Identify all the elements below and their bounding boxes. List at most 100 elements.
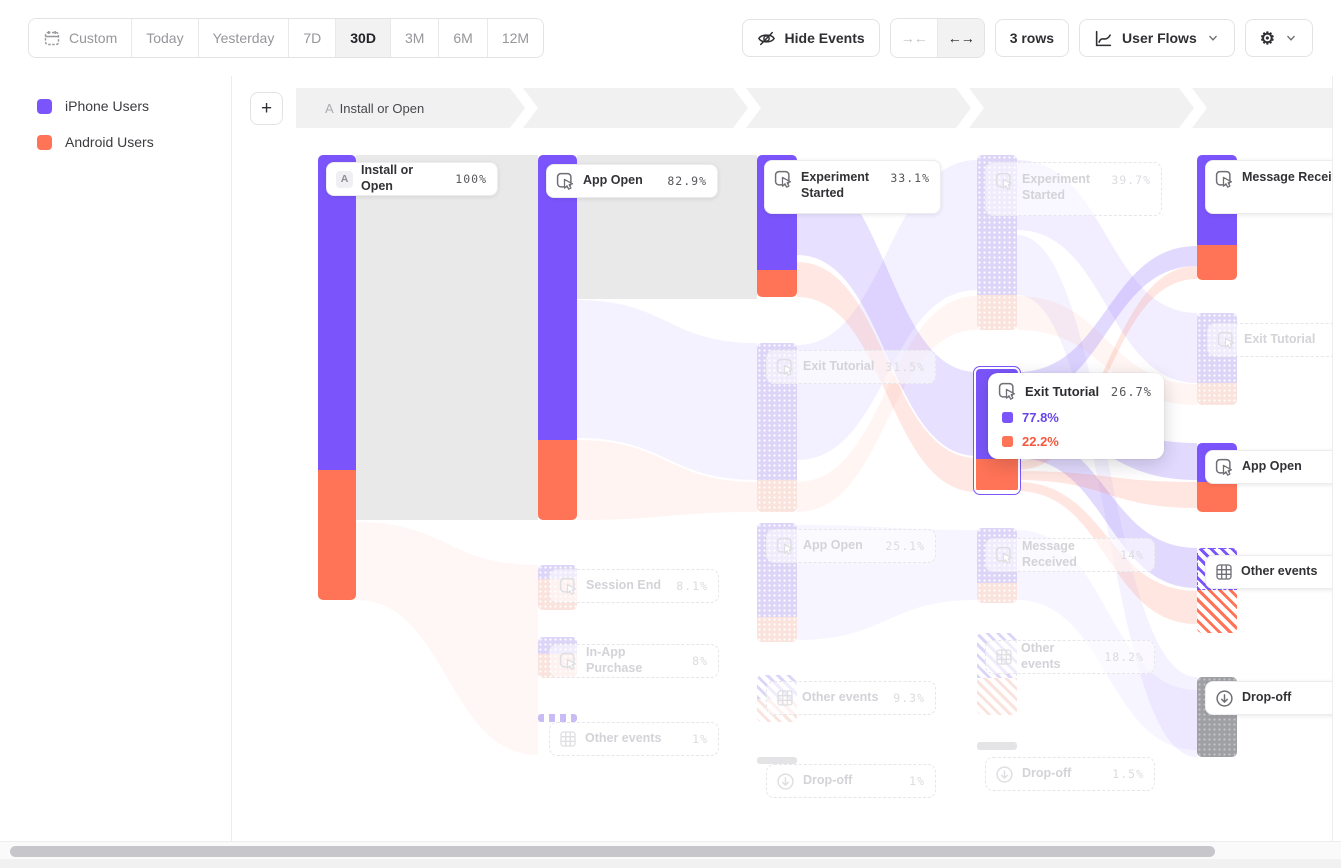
flow-node-label: Drop-off xyxy=(1022,766,1072,781)
date-range-label: 7D xyxy=(303,30,322,46)
event-icon xyxy=(995,546,1014,565)
flow-node-label: Experiment Started xyxy=(1022,172,1091,202)
flow-node-card-s3-experiment[interactable]: Experiment Started 33.1% xyxy=(764,160,941,214)
flow-node-pct: 31.5% xyxy=(885,360,925,374)
scrollbar-thumb[interactable] xyxy=(10,846,1215,857)
flow-node-label: Session End xyxy=(586,578,662,593)
date-range-12m[interactable]: 12M xyxy=(486,19,544,57)
legend-label: iPhone Users xyxy=(65,98,150,114)
flow-node-card-s4-experiment[interactable]: Experiment Started 39.7% xyxy=(985,162,1162,216)
flow-node-card-s4-message[interactable]: Message Received 14% xyxy=(985,538,1155,572)
flow-node-label: Drop-off xyxy=(1242,690,1292,705)
flow-node-bar-s2-appopen[interactable] xyxy=(538,155,577,520)
flow-node-pct: 25.1% xyxy=(885,539,925,553)
flow-node-pct: 9.3% xyxy=(893,691,925,705)
flow-node-pct: 1% xyxy=(909,774,925,788)
breakdown-swatch xyxy=(1002,436,1013,447)
other-events-grid-icon xyxy=(1215,563,1233,581)
flow-node-pct: 14% xyxy=(1120,548,1144,562)
event-icon xyxy=(774,170,793,189)
collapse-columns-button[interactable]: →← xyxy=(890,19,937,57)
expand-columns-button[interactable]: ←→ xyxy=(936,19,984,57)
tooltip-node-pct: 26.7% xyxy=(1110,384,1152,399)
flow-node-label: App Open xyxy=(1242,459,1302,474)
legend-label: Android Users xyxy=(65,134,154,150)
flow-node-label: Other events xyxy=(585,731,662,746)
settings-button[interactable]: ⚙ xyxy=(1244,19,1313,57)
tooltip-node-label: Exit Tutorial xyxy=(1025,384,1100,399)
flow-node-card-s3-exittutorial[interactable]: Exit Tutorial 31.5% xyxy=(766,350,936,384)
flow-node-card-s5-exittutorial[interactable]: Exit Tutorial xyxy=(1207,323,1341,357)
flow-node-card-s5-appopen[interactable]: App Open xyxy=(1205,450,1341,484)
flow-node-pct: 8.1% xyxy=(676,579,708,593)
flow-node-label: Other events xyxy=(1021,641,1061,671)
flow-node-card-s3-other[interactable]: Other events 9.3% xyxy=(766,681,936,715)
hide-events-button[interactable]: Hide Events xyxy=(741,19,880,57)
gear-icon: ⚙ xyxy=(1259,28,1275,48)
flow-node-card-s5-other[interactable]: Other events xyxy=(1205,555,1341,589)
view-selector-label: User Flows xyxy=(1122,30,1197,46)
flow-node-card-s4-dropoff[interactable]: Drop-off 1.5% xyxy=(985,757,1155,791)
step-letter-badge: A xyxy=(336,170,353,188)
step-breadcrumb-bar: A Install or Open xyxy=(296,88,1332,128)
date-range-label: Yesterday xyxy=(212,30,275,46)
flow-node-label: Install or Open xyxy=(361,163,414,193)
chevron-separators xyxy=(510,88,1207,128)
flow-node-card-s5-dropoff[interactable]: Drop-off xyxy=(1205,681,1341,715)
flow-node-label: App Open xyxy=(803,538,863,553)
horizontal-scrollbar[interactable] xyxy=(0,841,1341,859)
date-range-3m[interactable]: 3M xyxy=(389,19,439,57)
flow-node-card-s4-other[interactable]: Other events 18.2% xyxy=(985,640,1155,674)
expand-collapse-toggle: →← ←→ xyxy=(889,18,985,58)
breadcrumb-step-1[interactable]: A Install or Open xyxy=(325,88,424,128)
flow-node-card-s5-message[interactable]: Message Received xyxy=(1205,160,1341,214)
chevron-down-icon xyxy=(1206,31,1220,45)
event-icon xyxy=(559,652,578,671)
flow-node-label: Experiment Started xyxy=(801,170,870,200)
date-range-yesterday[interactable]: Yesterday xyxy=(197,19,289,57)
event-icon xyxy=(1217,331,1236,350)
legend-item-iphone-users[interactable]: iPhone Users xyxy=(0,88,231,124)
flow-node-bar-s2-other[interactable] xyxy=(538,714,577,722)
date-range-30d[interactable]: 30D xyxy=(335,19,390,57)
date-range-7d[interactable]: 7D xyxy=(288,19,336,57)
rows-count-button[interactable]: 3 rows xyxy=(994,19,1070,57)
flow-node-card-s3-appopen[interactable]: App Open 25.1% xyxy=(766,529,936,563)
flow-node-label: In-App Purchase xyxy=(586,645,643,675)
flow-node-bar-s3-dropoff[interactable] xyxy=(757,757,797,764)
event-icon xyxy=(776,537,795,556)
flow-node-card-s2-iap[interactable]: In-App Purchase 8% xyxy=(549,644,719,678)
event-icon xyxy=(1215,170,1234,189)
flow-node-pct: 39.7% xyxy=(1111,173,1151,187)
add-step-button[interactable]: + xyxy=(250,92,283,125)
flow-node-label: Exit Tutorial xyxy=(1244,332,1316,347)
view-selector-button[interactable]: User Flows xyxy=(1079,19,1235,57)
date-range-label: Custom xyxy=(69,30,118,46)
flow-node-card-s2-sessionend[interactable]: Session End 8.1% xyxy=(549,569,719,603)
canvas-right-gutter xyxy=(1332,76,1341,841)
date-range-label: 3M xyxy=(404,30,425,46)
flow-node-bar-s1-install[interactable] xyxy=(318,155,356,600)
breakdown-pct: 22.2% xyxy=(1022,434,1059,449)
date-range-today[interactable]: Today xyxy=(131,19,198,57)
date-range-label: 30D xyxy=(350,30,376,46)
flow-node-card-s2-appopen[interactable]: App Open 82.9% xyxy=(546,164,718,198)
breadcrumb-label: Install or Open xyxy=(339,100,425,116)
date-range-6m[interactable]: 6M xyxy=(438,19,487,57)
event-icon xyxy=(776,358,795,377)
hovered-node-tooltip[interactable]: Exit Tutorial 26.7% 77.8% 22.2% xyxy=(988,373,1164,459)
drop-off-arrow-icon xyxy=(1215,689,1234,708)
legend-item-android-users[interactable]: Android Users xyxy=(0,124,231,160)
date-range-label: 12M xyxy=(501,30,530,46)
flow-node-label: Message Received xyxy=(1242,170,1341,184)
flow-node-card-s1-install[interactable]: A Install or Open 100% xyxy=(326,162,498,196)
hide-events-label: Hide Events xyxy=(784,30,865,46)
flow-node-card-s3-dropoff[interactable]: Drop-off 1% xyxy=(766,764,936,798)
other-events-grid-icon xyxy=(559,730,577,748)
event-icon xyxy=(1215,458,1234,477)
flow-node-card-s2-other[interactable]: Other events 1% xyxy=(549,722,719,756)
rows-count-label: 3 rows xyxy=(1009,30,1055,46)
flow-node-bar-s4-dropoff[interactable] xyxy=(977,742,1017,750)
date-range-custom[interactable]: Custom xyxy=(29,19,132,57)
flow-node-pct: 82.9% xyxy=(667,174,707,188)
